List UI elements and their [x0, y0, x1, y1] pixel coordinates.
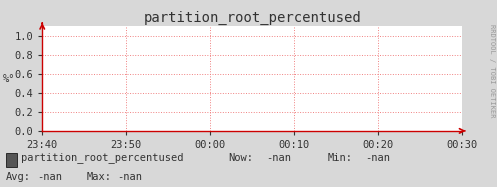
Text: -nan: -nan: [266, 153, 291, 163]
Text: partition_root_percentused: partition_root_percentused: [21, 153, 183, 163]
Text: RRDTOOL / TOBI OETIKER: RRDTOOL / TOBI OETIKER: [489, 24, 495, 118]
Text: Avg:: Avg:: [6, 172, 31, 182]
Text: Now:: Now:: [229, 153, 253, 163]
Text: -nan: -nan: [37, 172, 62, 182]
Text: -nan: -nan: [365, 153, 390, 163]
Text: Max:: Max:: [87, 172, 112, 182]
Y-axis label: %°: %°: [2, 73, 15, 84]
Text: -nan: -nan: [117, 172, 142, 182]
Text: Min:: Min:: [328, 153, 353, 163]
Title: partition_root_percentused: partition_root_percentused: [143, 11, 361, 25]
